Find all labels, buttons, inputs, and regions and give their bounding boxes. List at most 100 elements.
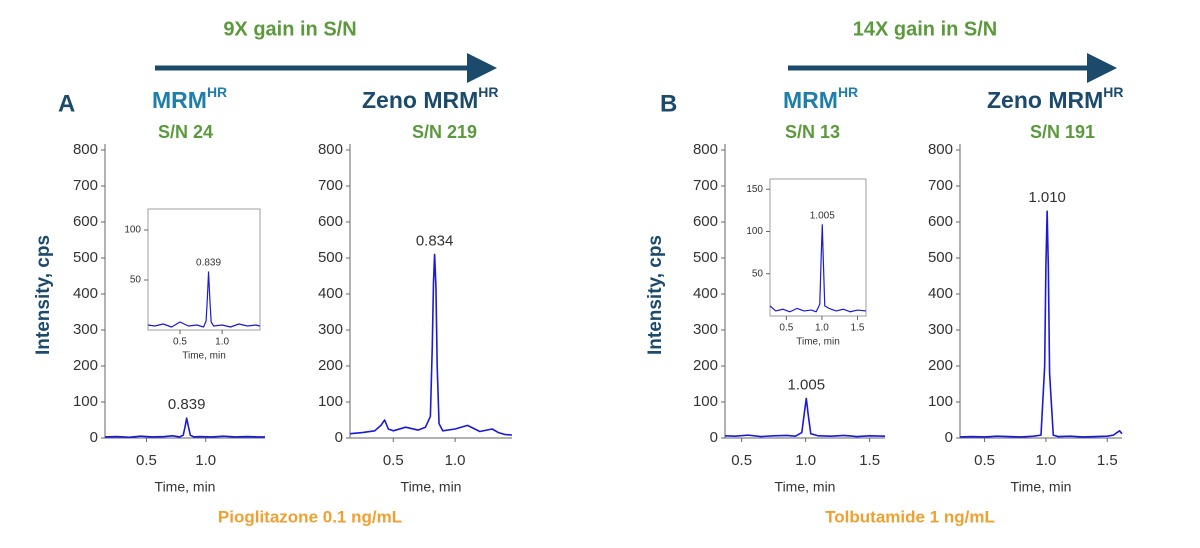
x-tick-label: 1.0 bbox=[215, 337, 229, 348]
method-label: Zeno MRMHR bbox=[987, 84, 1124, 113]
y-tick-label: 500 bbox=[928, 249, 953, 266]
y-tick-label: 100 bbox=[73, 393, 98, 410]
y-tick-label: 100 bbox=[318, 393, 343, 410]
y-tick-label: 0 bbox=[90, 429, 98, 446]
peak-label: 0.839 bbox=[168, 396, 206, 413]
chromatogram-line bbox=[349, 253, 513, 436]
sn-label: S/N 24 bbox=[158, 122, 213, 142]
y-tick-label: 400 bbox=[928, 285, 953, 302]
sn-label: S/N 13 bbox=[785, 122, 840, 142]
x-tick-label: 1.5 bbox=[1097, 452, 1118, 469]
y-tick-label: 100 bbox=[124, 225, 141, 236]
y-tick-label: 700 bbox=[693, 177, 718, 194]
y-tick-label: 200 bbox=[693, 357, 718, 374]
x-axis-label: Time, min bbox=[1011, 479, 1072, 495]
peak-label: 1.005 bbox=[788, 376, 826, 393]
peak-label: 0.834 bbox=[416, 232, 454, 249]
superscript: HR bbox=[838, 84, 858, 100]
y-tick-label: 0 bbox=[945, 429, 953, 446]
sn-label: S/N 219 bbox=[412, 122, 477, 142]
x-tick-label: 0.5 bbox=[779, 323, 793, 334]
y-tick-label: 500 bbox=[73, 249, 98, 266]
y-tick-label: 800 bbox=[928, 141, 953, 158]
peak-label: 1.010 bbox=[1028, 189, 1066, 206]
method-label: MRMHR bbox=[152, 84, 227, 113]
y-tick-label: 100 bbox=[746, 226, 763, 237]
y-tick-label: 800 bbox=[693, 141, 718, 158]
sn-label: S/N 191 bbox=[1030, 122, 1095, 142]
superscript: HR bbox=[207, 84, 227, 100]
x-tick-label: 0.5 bbox=[974, 452, 995, 469]
superscript: HR bbox=[1103, 84, 1123, 100]
x-axis-label: Time, min bbox=[775, 479, 836, 495]
y-axis-label: Intensity, cps bbox=[645, 235, 666, 355]
method-label: Zeno MRMHR bbox=[362, 84, 499, 113]
y-tick-label: 200 bbox=[318, 357, 343, 374]
chromatogram-line bbox=[147, 271, 261, 328]
compound-label: Tolbutamide 1 ng/mL bbox=[825, 507, 995, 526]
x-tick-label: 1.0 bbox=[1035, 452, 1056, 469]
superscript: HR bbox=[478, 84, 498, 100]
y-tick-label: 700 bbox=[318, 177, 343, 194]
inset-frame bbox=[147, 208, 261, 331]
y-tick-label: 600 bbox=[693, 213, 718, 230]
y-tick-label: 600 bbox=[928, 213, 953, 230]
y-tick-label: 600 bbox=[73, 213, 98, 230]
y-tick-label: 700 bbox=[73, 177, 98, 194]
method: Zeno MRM bbox=[362, 87, 478, 113]
y-tick-label: 50 bbox=[752, 268, 764, 279]
y-tick-label: 300 bbox=[693, 321, 718, 338]
y-tick-label: 0 bbox=[335, 429, 343, 446]
inset-frame bbox=[769, 178, 867, 317]
y-tick-label: 500 bbox=[318, 249, 343, 266]
gain-label: 9X gain in S/N bbox=[223, 18, 356, 40]
x-axis-label: Time, min bbox=[796, 337, 840, 348]
y-tick-label: 200 bbox=[73, 357, 98, 374]
y-tick-label: 800 bbox=[318, 141, 343, 158]
x-tick-label: 1.5 bbox=[851, 323, 865, 334]
y-tick-label: 300 bbox=[73, 321, 98, 338]
y-tick-label: 100 bbox=[928, 393, 953, 410]
method: MRM bbox=[783, 87, 838, 113]
x-tick-label: 0.5 bbox=[731, 452, 752, 469]
panel-letter: B bbox=[660, 90, 677, 117]
x-tick-label: 1.0 bbox=[445, 452, 466, 469]
method: Zeno MRM bbox=[987, 87, 1103, 113]
x-tick-label: 0.5 bbox=[173, 337, 187, 348]
x-tick-label: 0.5 bbox=[136, 452, 157, 469]
x-tick-label: 1.5 bbox=[859, 452, 880, 469]
x-tick-label: 1.0 bbox=[795, 452, 816, 469]
y-tick-label: 700 bbox=[928, 177, 953, 194]
y-tick-label: 300 bbox=[928, 321, 953, 338]
y-tick-label: 0 bbox=[710, 429, 718, 446]
x-axis-label: Time, min bbox=[401, 479, 462, 495]
y-tick-label: 400 bbox=[73, 285, 98, 302]
y-tick-label: 300 bbox=[318, 321, 343, 338]
chromatogram-line bbox=[959, 210, 1123, 438]
y-tick-label: 400 bbox=[693, 285, 718, 302]
chromatogram-line bbox=[769, 224, 867, 313]
y-tick-label: 500 bbox=[693, 249, 718, 266]
y-tick-label: 100 bbox=[693, 393, 718, 410]
y-tick-label: 800 bbox=[73, 141, 98, 158]
x-tick-label: 1.0 bbox=[195, 452, 216, 469]
gain-label: 14X gain in S/N bbox=[853, 18, 997, 40]
peak-label: 1.005 bbox=[810, 210, 835, 221]
compound-label: Pioglitazone 0.1 ng/mL bbox=[218, 507, 402, 526]
x-tick-label: 0.5 bbox=[383, 452, 404, 469]
chromatogram-line bbox=[104, 417, 265, 439]
y-tick-label: 200 bbox=[928, 357, 953, 374]
chromatogram-line bbox=[724, 397, 886, 438]
y-tick-label: 50 bbox=[130, 275, 142, 286]
y-tick-label: 150 bbox=[746, 184, 763, 195]
method: MRM bbox=[152, 87, 207, 113]
x-axis-label: Time, min bbox=[182, 351, 226, 362]
y-axis-label: Intensity, cps bbox=[33, 235, 54, 355]
x-tick-label: 1.0 bbox=[815, 323, 829, 334]
y-tick-label: 400 bbox=[318, 285, 343, 302]
peak-label: 0.839 bbox=[196, 258, 221, 269]
method-label: MRMHR bbox=[783, 84, 858, 113]
y-tick-label: 600 bbox=[318, 213, 343, 230]
panel-letter: A bbox=[58, 90, 75, 117]
